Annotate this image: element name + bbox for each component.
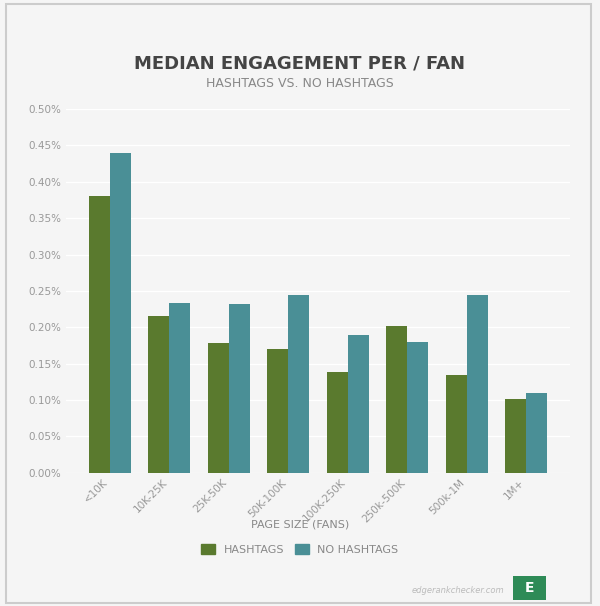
Bar [348,335,368,473]
Bar [89,196,110,473]
Bar [148,316,169,473]
Bar [386,326,407,473]
Bar [327,371,348,473]
Bar [229,304,250,473]
Bar [288,295,309,473]
Text: E: E [525,581,534,595]
Bar [526,393,547,473]
Bar [446,375,467,473]
Bar [467,295,488,473]
Bar [169,302,190,473]
Bar [505,399,526,473]
Bar [208,343,229,473]
Legend: HASHTAGS, NO HASHTAGS: HASHTAGS, NO HASHTAGS [202,544,398,555]
Bar [407,342,428,473]
Bar [110,153,131,473]
Text: MEDIAN ENGAGEMENT PER / FAN: MEDIAN ENGAGEMENT PER / FAN [134,55,466,73]
Text: PAGE SIZE (FANS): PAGE SIZE (FANS) [251,519,349,529]
Text: HASHTAGS VS. NO HASHTAGS: HASHTAGS VS. NO HASHTAGS [206,77,394,90]
Text: edgerankchecker.com: edgerankchecker.com [412,587,504,595]
Bar [268,349,288,473]
